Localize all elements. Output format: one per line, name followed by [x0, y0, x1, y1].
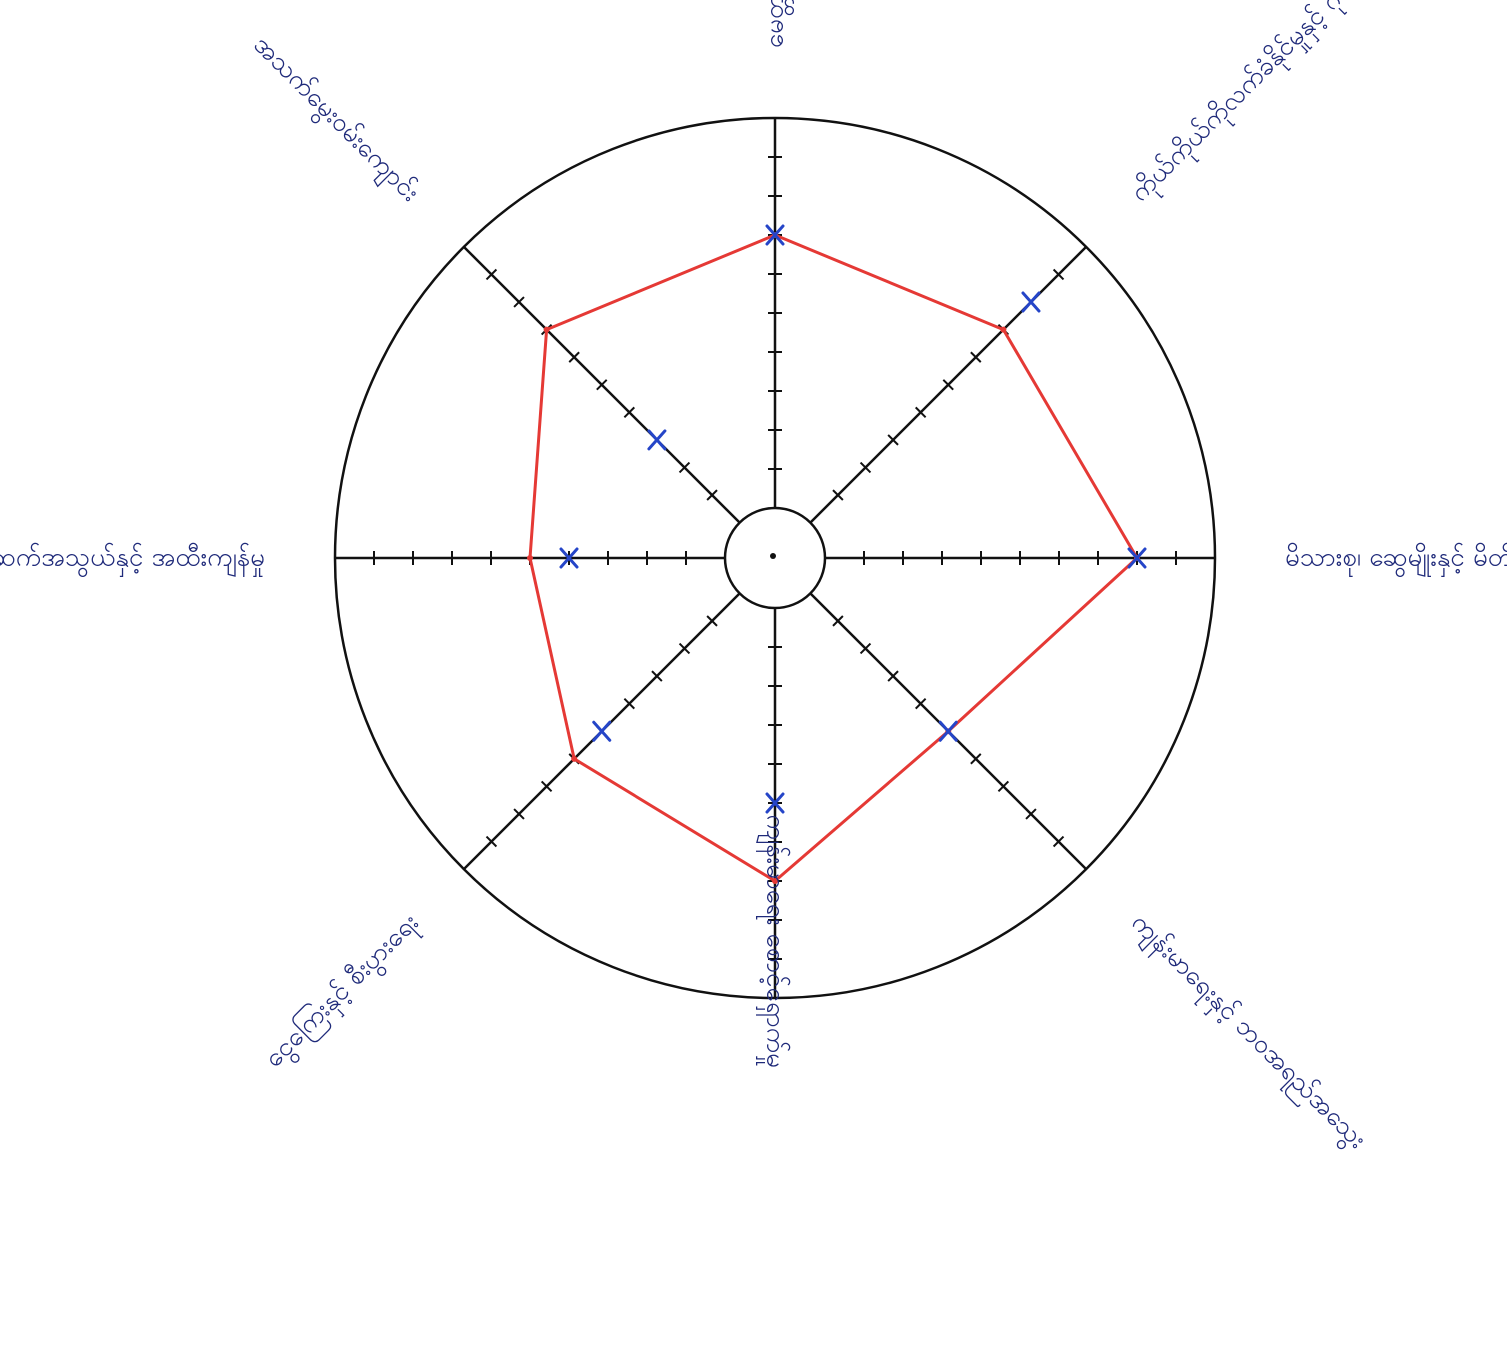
tick-1-3	[887, 434, 899, 446]
tick-3-9	[1052, 835, 1065, 848]
tick-7-6	[568, 351, 580, 363]
tick-7-1	[706, 489, 718, 501]
tick-5-4	[623, 698, 635, 710]
tick-7-2	[678, 461, 691, 474]
tick-3-3	[887, 670, 899, 682]
series-layer	[527, 224, 1147, 884]
tick-7-5	[596, 379, 608, 391]
axis-label-5: ငွေကြေးနှင့် စီးပွားရေး	[257, 906, 429, 1078]
center-dot	[770, 553, 776, 559]
tick-3-7	[997, 780, 1010, 793]
series-blue-mark-4	[765, 792, 785, 814]
series-red-point-7	[543, 326, 550, 333]
tick-7-4	[623, 406, 635, 418]
series-blue-mark-7	[647, 429, 667, 451]
tick-5-7	[540, 780, 553, 793]
series-blue-mark-2	[1127, 547, 1147, 569]
series-red-point-5	[571, 755, 578, 762]
tick-5-9	[485, 835, 498, 848]
tick-1-1	[832, 489, 844, 501]
series-blue-mark-3	[938, 720, 958, 742]
tick-5-8	[513, 808, 525, 820]
tick-1-9	[1052, 268, 1065, 281]
tick-3-2	[859, 642, 872, 655]
tick-3-6	[970, 753, 982, 765]
axis-label-3: ကျန်းမာရေးနှင့် ဘဝအရည်အသွေး	[1122, 907, 1373, 1158]
tick-5-3	[651, 670, 663, 682]
series-red-point-4	[772, 878, 778, 884]
axis-label-1: ကိုယ်ကိုယ်ကိုလက်ခံနိုင်မှုနှင့် ဂုဏ်သိက္…	[1124, 0, 1413, 211]
series-red-point-6	[527, 555, 533, 561]
tick-5-2	[678, 642, 691, 655]
series-blue-mark-5	[592, 720, 612, 742]
tick-1-5	[942, 379, 954, 391]
axis-label-4: ကျန်းမာရေး စောင့်ရှောက်မှု	[756, 815, 792, 1069]
tick-1-4	[915, 406, 927, 418]
tick-7-8	[513, 296, 525, 308]
series-blue-mark-0	[765, 224, 785, 246]
tick-7-9	[485, 268, 498, 281]
axis-label-7: အသက်မွေးဝမ်းကျောင်း	[244, 29, 426, 211]
axis-label-6: လူမှုအဆက်အသွယ်နှင့် အထီးကျန်မှု	[0, 542, 265, 578]
axis-label-2: မိသားစု၊ ဆွေမျိုးနှင့် မိတ်ဆွေ	[1285, 542, 1507, 578]
axis-label-0: မေတ္တာ	[760, 0, 795, 48]
series-red-point-1	[1000, 326, 1007, 333]
tick-1-2	[859, 461, 872, 474]
series-blue-mark-6	[559, 547, 579, 569]
tick-5-1	[706, 615, 718, 627]
tick-3-1	[832, 615, 844, 627]
tick-1-6	[970, 351, 982, 363]
series-blue-mark-1	[1021, 291, 1041, 313]
tick-3-4	[915, 698, 927, 710]
tick-3-8	[1025, 808, 1037, 820]
